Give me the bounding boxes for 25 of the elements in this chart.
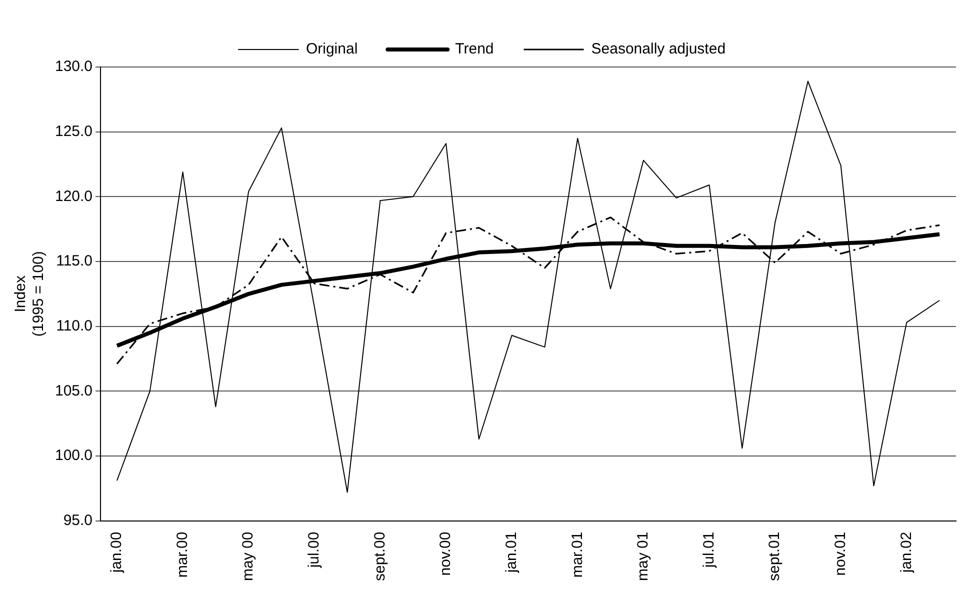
y-tick-label: 115.0 (56, 252, 93, 270)
y-tick-label: 95.0 (63, 512, 93, 529)
x-tick-label: mar.01 (568, 532, 586, 578)
y-tick-label: 100.0 (54, 447, 93, 464)
x-tick-label: jan.02 (898, 532, 915, 574)
y-axis-title: Index (1995 = 100) (12, 251, 48, 337)
legend-label: Seasonally adjusted (591, 40, 726, 58)
x-tick-label: mar.00 (174, 532, 191, 578)
y-tick-label: 120.0 (54, 188, 93, 205)
y-tick-label: 130.0 (54, 58, 93, 76)
x-tick-label: may 00 (240, 532, 257, 581)
y-tick-label: 125.0 (54, 122, 93, 140)
legend-label: Original (306, 40, 358, 58)
y-tick-label: 110.0 (56, 317, 93, 334)
y-tick-label: 105.0 (54, 382, 93, 400)
x-tick-label: jul.00 (306, 532, 323, 569)
x-tick-label: jan.01 (502, 532, 520, 574)
x-tick-label: jan.00 (108, 532, 126, 574)
x-tick-label: nov.01 (832, 532, 849, 576)
legend-label: Trend (455, 40, 494, 58)
x-tick-label: sept.00 (371, 532, 388, 582)
x-tick-label: nov.00 (437, 532, 454, 576)
x-tick-label: jul.01 (700, 532, 718, 569)
x-tick-label: may 01 (634, 532, 652, 581)
x-tick-label: sept.01 (766, 532, 784, 582)
